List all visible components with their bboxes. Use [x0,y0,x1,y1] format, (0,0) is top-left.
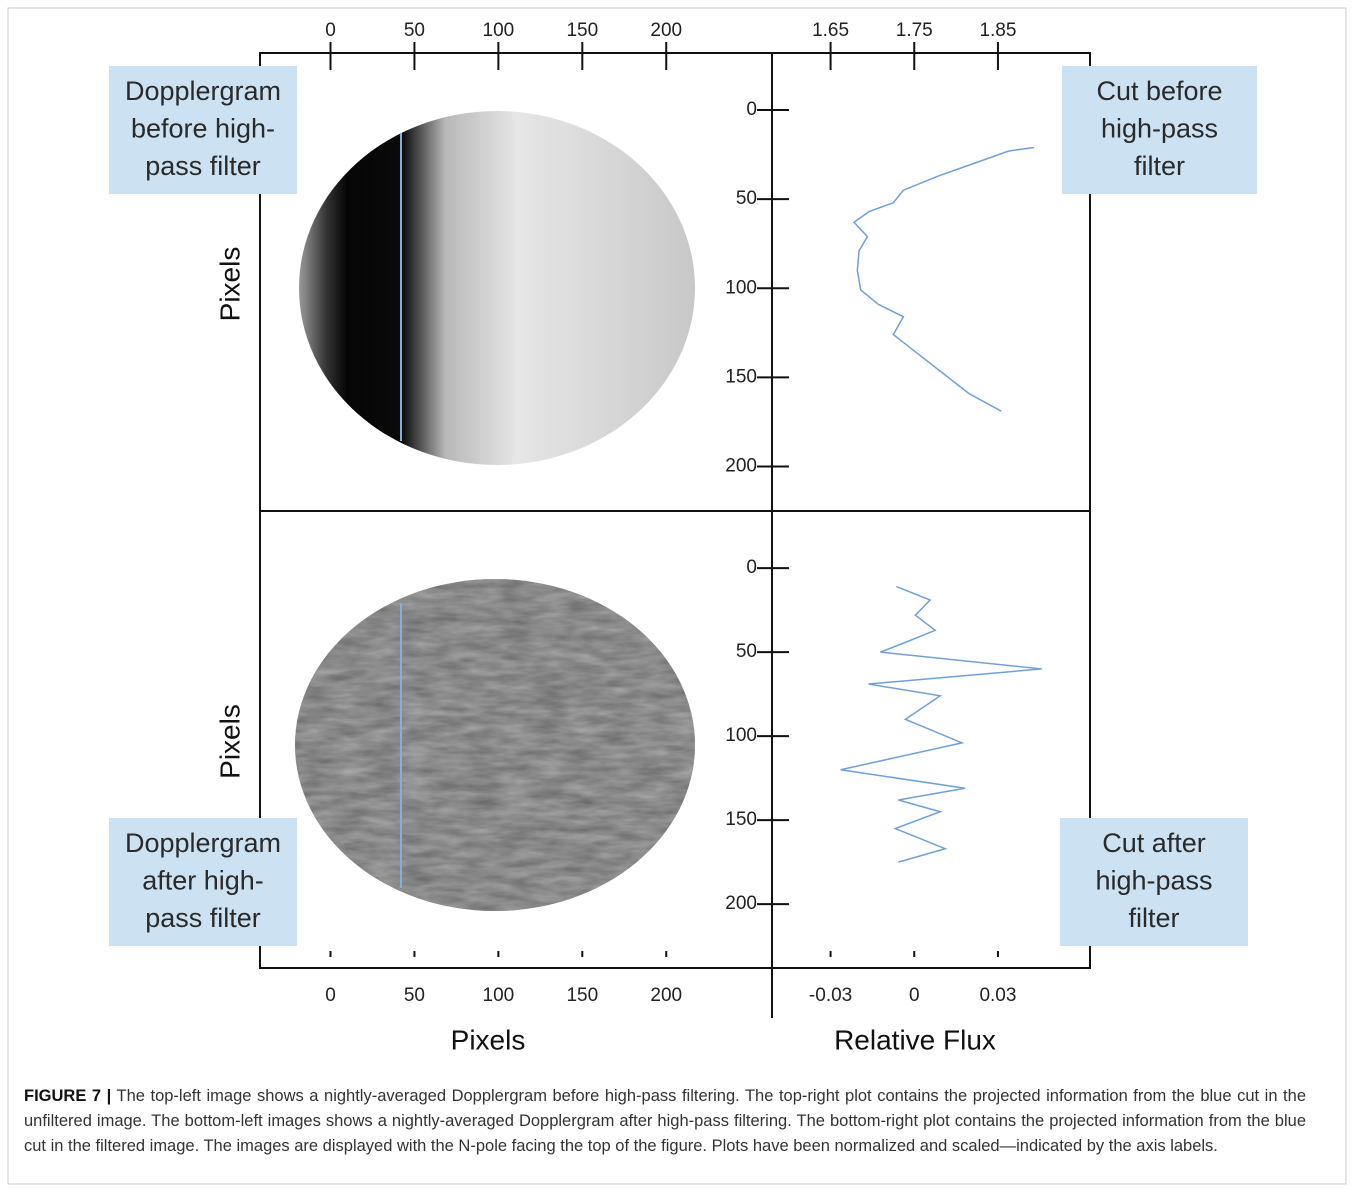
x-tick-label: 1.85 [979,20,1016,41]
x-tick-label: 100 [483,20,515,41]
y-tick-label: 50 [736,641,757,662]
label-line: Cut after [1102,828,1206,858]
y-tick-label: 50 [736,188,757,209]
label-line: filter [1128,903,1179,933]
x-axis-label: Relative Flux [834,1024,996,1055]
y-tick-label: 0 [746,557,757,578]
x-tick-label: 200 [650,20,682,41]
x-axis-label: Pixels [451,1024,526,1055]
label-line: high-pass [1101,114,1218,144]
label-line: high-pass [1095,866,1212,896]
image-texture [295,579,695,911]
x-tick-label: 1.65 [812,20,849,41]
label-line: after high- [142,866,264,896]
caption-label: FIGURE 7 | [24,1087,111,1105]
label-line: Dopplergram [125,76,281,106]
cut-profile [854,147,1034,411]
y-tick-label: 150 [725,809,757,830]
x-tick-label: 0 [909,985,920,1006]
label-line: Cut before [1096,76,1222,106]
x-tick-label: 100 [483,985,515,1006]
x-tick-label: 200 [650,985,682,1006]
x-tick-label: 50 [404,985,425,1006]
y-tick-label: 200 [725,893,757,914]
label-line: pass filter [145,903,261,933]
y-tick-label: 150 [725,366,757,387]
label-line: filter [1134,151,1185,181]
x-tick-label: 0 [325,20,336,41]
dopplergram-image [299,111,695,465]
y-tick-label: 100 [725,277,757,298]
x-tick-label: 150 [566,985,598,1006]
label-line: pass filter [145,151,261,181]
cut-profile [841,587,1042,863]
label-line: before high- [131,114,275,144]
x-tick-label: 1.75 [896,20,933,41]
x-tick-label: 150 [566,20,598,41]
x-tick-label: 0 [325,985,336,1006]
figure: 0 50 100 150 200 Pixels Dopplergram before high… [0,0,1354,1188]
y-axis-label: Pixels [214,704,245,779]
y-tick-label: 200 [725,455,757,476]
x-tick-label: -0.03 [809,985,852,1006]
y-tick-label: 100 [725,725,757,746]
filtered-dopplergram-image [295,579,695,911]
label-line: Dopplergram [125,828,281,858]
y-tick-label: 0 [746,99,757,120]
x-tick-label: 0.03 [979,985,1016,1006]
x-tick-label: 50 [404,20,425,41]
page: 0 50 100 150 200 Pixels Dopplergram before high… [0,0,1354,1188]
caption-text: The top-left image shows a nightly-avera… [24,1087,1306,1155]
caption: FIGURE 7 | The top-left image shows a ni… [24,1084,1306,1159]
y-axis-label: Pixels [214,247,245,322]
